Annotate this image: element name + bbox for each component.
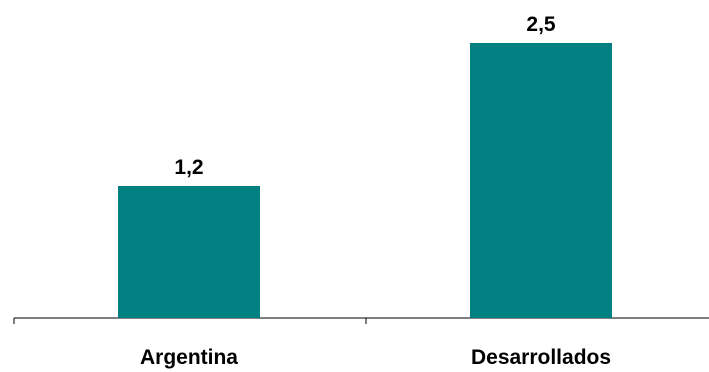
data-label: 1,2 <box>174 156 203 179</box>
bar-desarrollados <box>470 43 612 318</box>
bars-group <box>118 43 612 318</box>
x-axis <box>13 317 709 324</box>
x-tick-label: Argentina <box>140 346 238 369</box>
data-label: 2,5 <box>526 13 556 36</box>
bar-argentina <box>118 186 260 318</box>
x-tick-label: Desarrollados <box>471 346 611 369</box>
labels-group: 1,2 Argentina 2,5 Desarrollados <box>140 13 611 369</box>
